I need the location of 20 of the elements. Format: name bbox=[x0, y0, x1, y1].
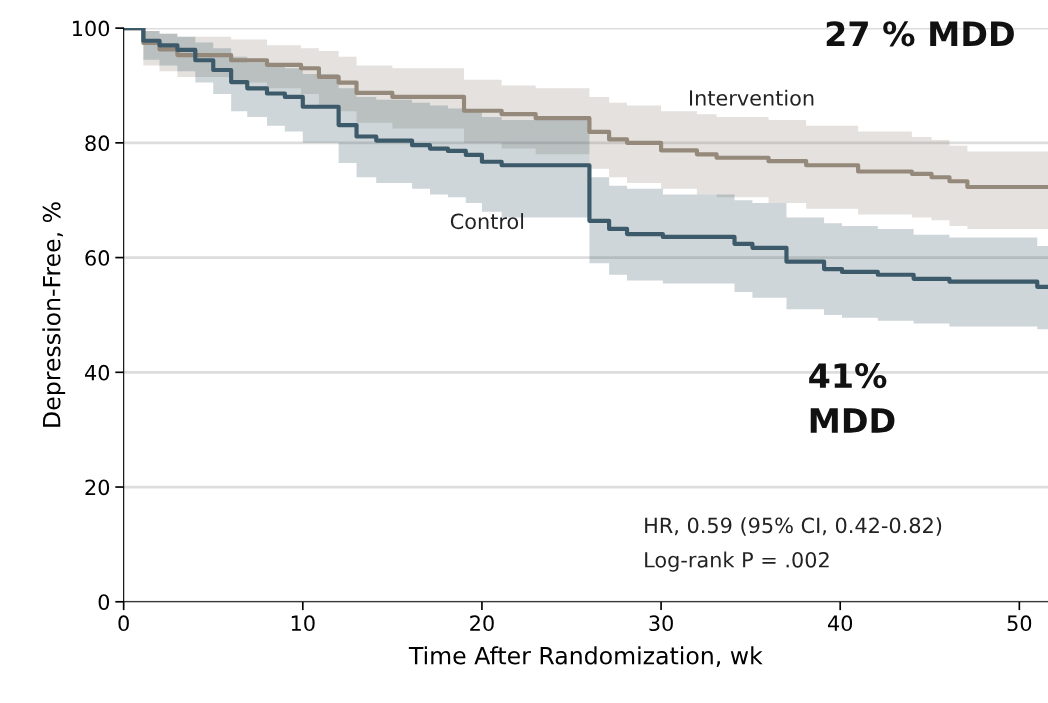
text: Intervention bbox=[689, 89, 814, 106]
y-tick-label: 40 bbox=[84, 364, 110, 381]
annotation: 41% MDD bbox=[809, 362, 895, 433]
y-axis-title: Depression-Free, % bbox=[42, 202, 66, 427]
y-tick-label: 100 bbox=[72, 20, 110, 37]
x-tick-label: 20 bbox=[470, 615, 494, 632]
text: Control bbox=[450, 213, 524, 230]
x-tick-label: 10 bbox=[291, 615, 315, 632]
annotation: HR, 0.59 (95% CI, 0.42-0.82) bbox=[645, 517, 942, 536]
x-tick-label: 0 bbox=[118, 615, 129, 632]
x-tick-label: 50 bbox=[1007, 615, 1032, 632]
y-tick-label: 80 bbox=[85, 135, 110, 152]
y-tick-label: 60 bbox=[85, 250, 110, 266]
x-tick-label: 40 bbox=[827, 615, 853, 632]
y-tick-label: 20 bbox=[85, 479, 110, 496]
x-tick-label: 30 bbox=[649, 615, 673, 632]
annotation: 27 % MDD bbox=[826, 21, 1014, 47]
x-axis-title: Time After Randomization, wk bbox=[408, 646, 763, 667]
annotation: Log-rank P = .002 bbox=[645, 551, 829, 572]
y-tick-label: 0 bbox=[98, 594, 110, 610]
